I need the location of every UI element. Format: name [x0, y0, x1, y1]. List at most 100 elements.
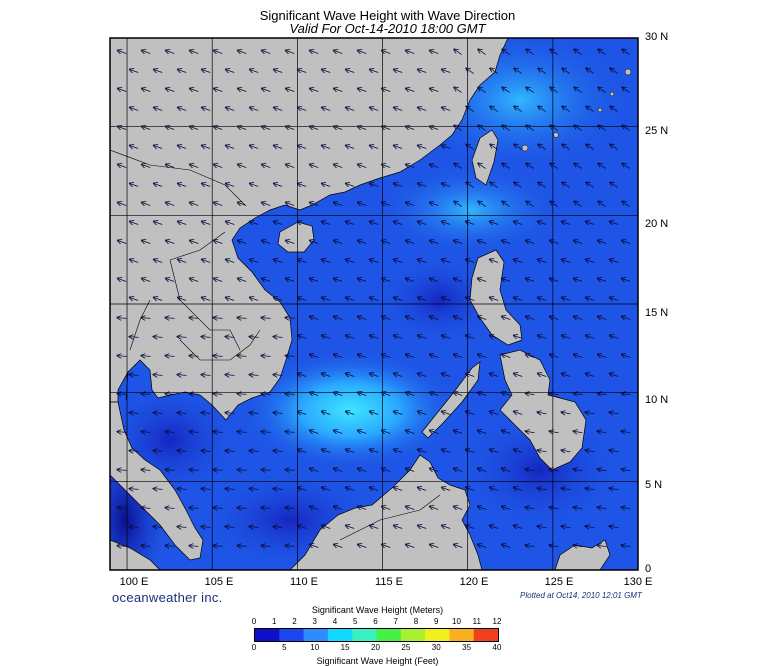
direction-arrow	[118, 50, 127, 53]
direction-arrow	[322, 335, 331, 338]
direction-arrow	[142, 278, 151, 281]
direction-arrow	[430, 544, 439, 547]
direction-arrow	[202, 69, 211, 72]
direction-arrow	[478, 544, 487, 547]
lon-label: 105 E	[204, 576, 234, 588]
direction-arrow	[154, 69, 163, 72]
direction-arrow	[406, 202, 415, 205]
direction-arrow	[562, 221, 571, 224]
lon-label: 100 E	[119, 576, 149, 588]
direction-arrow	[514, 297, 523, 300]
colorbar-swatch	[400, 629, 426, 641]
direction-arrow	[454, 354, 463, 357]
direction-arrow	[346, 69, 355, 72]
direction-arrow	[298, 183, 307, 186]
direction-arrow	[382, 544, 391, 547]
direction-arrow	[298, 335, 307, 338]
feet-tick-label: 15	[340, 643, 350, 652]
direction-arrow	[490, 259, 499, 262]
direction-arrow	[622, 49, 630, 55]
direction-arrow	[346, 183, 355, 186]
direction-arrow	[202, 451, 211, 452]
direction-arrow	[394, 221, 403, 224]
direction-arrow	[598, 469, 607, 471]
lon-label: 130 E	[623, 576, 653, 588]
direction-arrow	[274, 145, 283, 148]
direction-arrow	[514, 487, 523, 490]
direction-arrow	[538, 373, 547, 376]
direction-arrow	[214, 164, 223, 167]
direction-arrow	[358, 354, 367, 357]
direction-arrow	[190, 164, 199, 167]
lat-label: 15 N	[645, 307, 669, 319]
direction-arrow	[454, 125, 462, 131]
direction-arrow	[322, 411, 331, 414]
direction-arrow	[286, 164, 295, 167]
direction-arrow	[574, 49, 582, 55]
direction-arrow	[214, 432, 223, 433]
direction-arrow	[238, 394, 247, 395]
direction-arrow	[298, 411, 307, 414]
direction-arrow	[466, 411, 475, 414]
direction-arrow	[430, 430, 439, 433]
lat-label: 25 N	[645, 125, 669, 137]
direction-arrow	[190, 394, 199, 395]
direction-arrow	[202, 221, 211, 224]
direction-arrow	[142, 546, 151, 547]
direction-arrow	[310, 430, 319, 433]
direction-arrow	[142, 394, 151, 395]
direction-arrow	[322, 259, 331, 262]
lon-label: 110 E	[290, 576, 318, 588]
direction-arrow	[286, 470, 295, 471]
direction-arrow	[214, 240, 223, 243]
direction-arrow	[550, 87, 558, 93]
direction-arrow	[274, 451, 283, 452]
direction-arrow	[586, 297, 595, 300]
direction-arrow	[358, 392, 367, 395]
direction-arrow	[178, 413, 187, 414]
direction-arrow	[142, 470, 151, 471]
direction-arrow	[250, 375, 259, 376]
direction-arrow	[214, 470, 223, 471]
direction-arrow	[430, 278, 439, 281]
direction-arrow	[358, 506, 367, 509]
direction-arrow	[454, 506, 463, 509]
direction-arrow	[526, 201, 534, 207]
direction-arrow	[202, 375, 211, 376]
direction-arrow	[346, 335, 355, 338]
direction-arrow	[382, 392, 391, 395]
direction-arrow	[514, 449, 523, 452]
direction-arrow	[502, 125, 510, 131]
direction-arrow	[382, 88, 391, 91]
direction-arrow	[478, 506, 487, 509]
direction-arrow	[598, 163, 606, 169]
feet-tick-label: 20	[371, 643, 380, 652]
direction-arrow	[598, 316, 607, 319]
direction-arrow	[286, 240, 295, 243]
direction-arrow	[250, 451, 259, 452]
direction-arrow	[430, 354, 439, 357]
direction-arrow	[442, 487, 451, 490]
direction-arrow	[406, 240, 415, 243]
direction-arrow	[238, 50, 247, 53]
direction-arrow	[526, 354, 535, 357]
direction-arrow	[538, 297, 547, 300]
direction-arrow	[478, 316, 487, 319]
direction-arrow	[622, 163, 630, 169]
direction-arrow	[442, 221, 451, 224]
direction-arrow	[610, 488, 619, 490]
meter-tick-label: 12	[492, 617, 502, 626]
direction-arrow	[166, 356, 175, 357]
direction-arrow	[322, 297, 331, 300]
colorbar-swatch	[425, 629, 450, 641]
direction-arrow	[454, 87, 462, 93]
direction-arrow	[478, 392, 487, 395]
direction-arrow	[442, 69, 451, 72]
direction-arrow	[178, 337, 187, 338]
direction-arrow	[538, 182, 546, 188]
direction-arrow	[514, 221, 523, 224]
direction-arrow	[478, 87, 486, 93]
direction-arrow	[214, 508, 223, 509]
direction-arrow	[394, 145, 403, 148]
